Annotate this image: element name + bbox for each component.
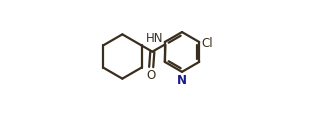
Text: HN: HN [146,32,164,45]
Text: O: O [147,69,156,81]
Text: N: N [176,73,187,86]
Text: Cl: Cl [201,36,213,49]
